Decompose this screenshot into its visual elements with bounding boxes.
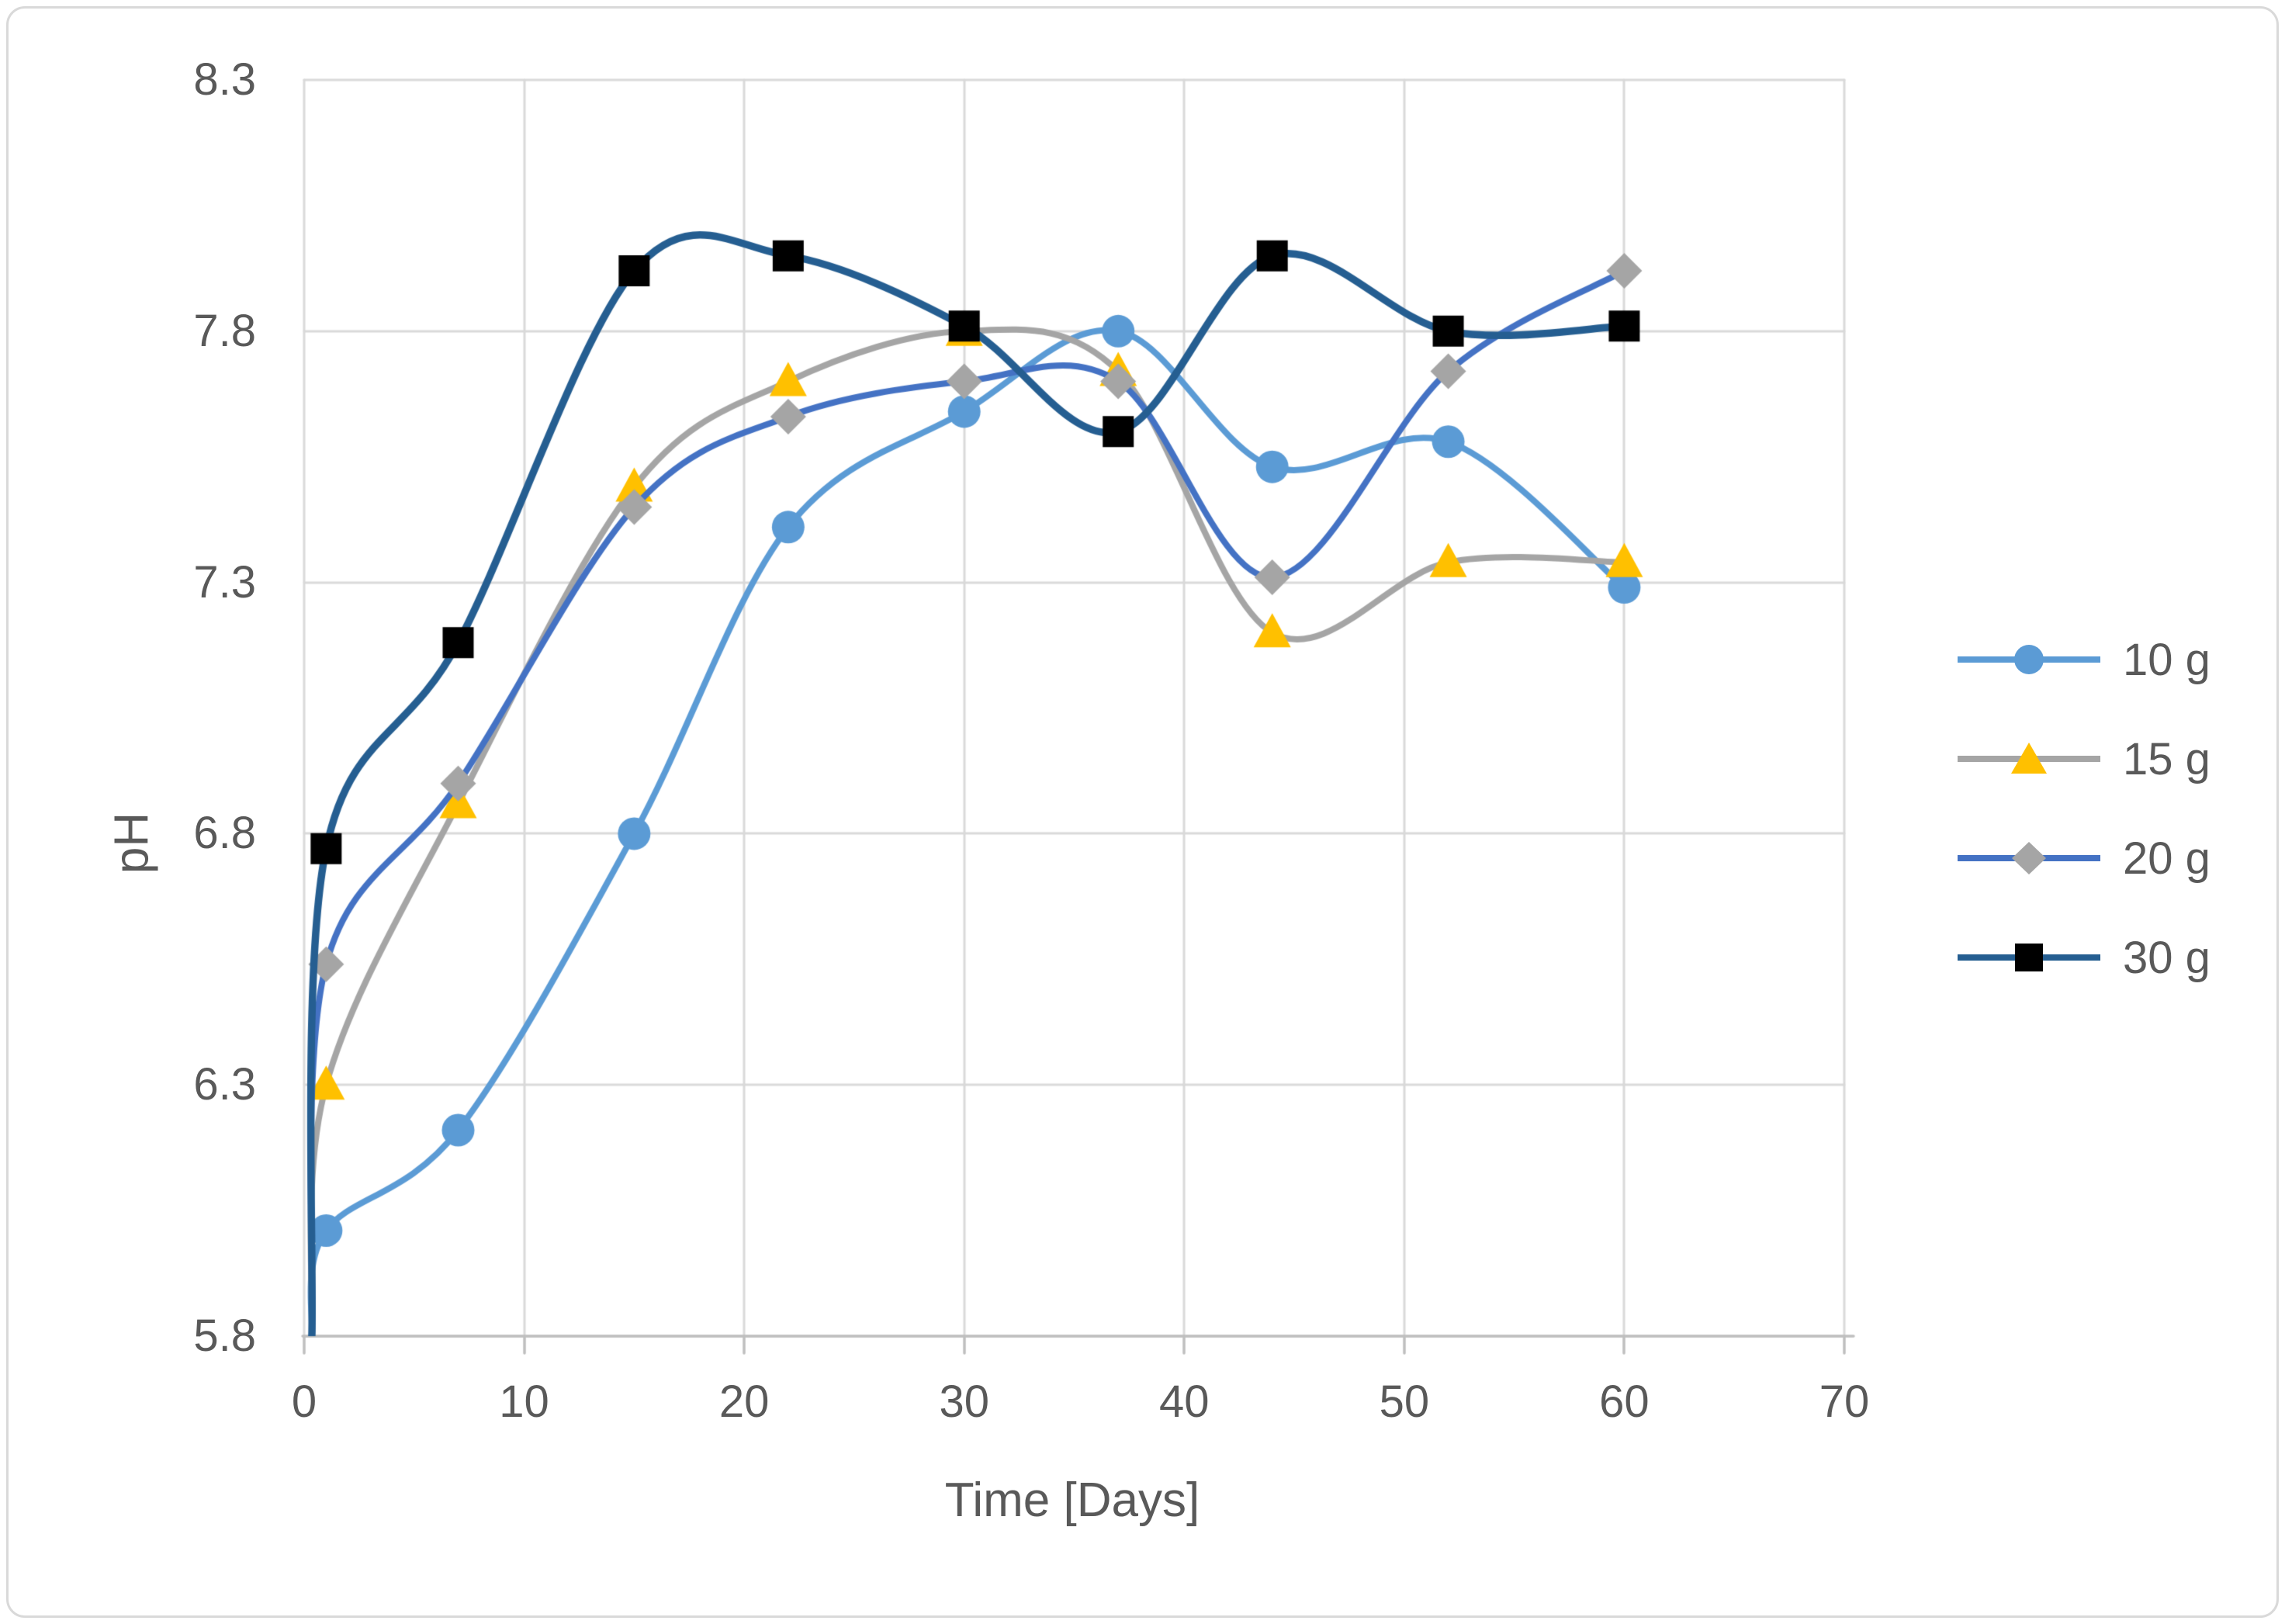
x-tick-label: 70 xyxy=(1819,1376,1870,1427)
x-tick-label: 10 xyxy=(499,1376,549,1427)
y-axis-title: pH xyxy=(105,812,159,874)
legend-label: 20 g xyxy=(2123,833,2211,884)
x-tick-label: 0 xyxy=(291,1376,317,1427)
y-tick-label: 6.3 xyxy=(193,1059,256,1110)
legend-line-sample xyxy=(1958,743,2100,774)
y-tick-label: 7.8 xyxy=(193,305,256,356)
square-marker-icon xyxy=(2015,944,2043,971)
legend-line-sample xyxy=(1958,944,2100,971)
y-tick-label: 5.8 xyxy=(193,1311,256,1361)
legend-item-30g: 30 g xyxy=(1955,908,2211,1007)
legend-item-15g: 15 g xyxy=(1955,709,2211,809)
legend-item-20g: 20 g xyxy=(1955,809,2211,908)
x-tick-label: 30 xyxy=(939,1376,989,1427)
y-tick-label: 7.3 xyxy=(193,556,256,608)
legend-label: 30 g xyxy=(2123,932,2211,983)
circle-marker-icon xyxy=(2014,645,2044,674)
y-tick-label: 8.3 xyxy=(193,54,256,105)
x-tick-label: 20 xyxy=(718,1376,770,1427)
x-axis-title: Time [Days] xyxy=(944,1473,1200,1527)
x-tick-label: 60 xyxy=(1599,1376,1650,1427)
legend-line-sample xyxy=(1958,842,2100,874)
diamond-marker-icon xyxy=(2012,842,2046,874)
legend-label: 10 g xyxy=(2123,634,2211,685)
chart-legend: 10 g 15 g 20 g 30 g xyxy=(1955,610,2211,1007)
x-tick-label: 40 xyxy=(1159,1376,1210,1427)
y-tick-label: 6.8 xyxy=(193,808,256,859)
legend-line-sample xyxy=(1958,645,2100,674)
triangle-marker-icon xyxy=(2011,743,2047,774)
x-tick-label: 50 xyxy=(1379,1376,1430,1427)
legend-item-10g: 10 g xyxy=(1955,610,2211,709)
legend-label: 15 g xyxy=(2123,733,2211,784)
